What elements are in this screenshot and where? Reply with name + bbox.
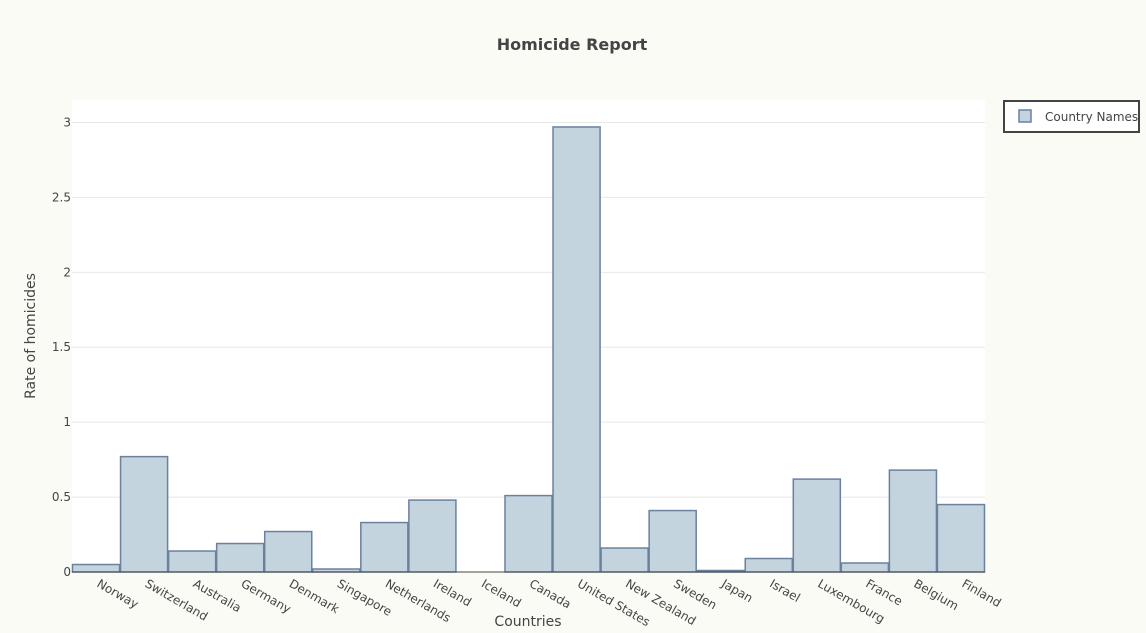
x-tick-label: Canada [527,576,574,611]
bar-israel[interactable] [744,557,794,573]
gridlines [72,121,985,498]
legend-swatch[interactable] [1018,109,1032,123]
bar-canada[interactable] [504,494,553,573]
x-axis-title: Countries [494,614,561,630]
bar-france[interactable] [840,562,890,573]
x-tick-label: Denmark [287,576,342,616]
bar-ireland[interactable] [408,499,457,573]
y-tick-label: 0 [63,565,71,579]
y-axis-ticks: 0 0.5 1 1.5 2 2.5 3 [52,115,71,579]
bars[interactable] [71,126,986,573]
y-tick-label: 0.5 [52,490,71,504]
y-tick-label: 3 [63,115,71,129]
bar-netherlands[interactable] [360,521,409,573]
y-tick-label: 2.5 [52,190,71,204]
x-tick-label: Iceland [479,576,524,610]
bar-germany[interactable] [215,542,265,573]
chart-title: Homicide Report [497,35,648,54]
y-tick-label: 1 [63,415,71,429]
bar-australia[interactable] [167,550,217,573]
y-tick-label: 2 [63,265,71,279]
legend-label[interactable]: Country Names [1045,110,1138,124]
y-axis-title: Rate of homicides [23,273,39,399]
x-tick-label: Norway [95,576,141,611]
bar-switzerland[interactable] [119,455,169,573]
x-tick-label: Israel [767,576,802,605]
x-tick-label: Finland [959,576,1003,610]
bar-denmark[interactable] [263,530,313,573]
x-tick-label: Germany [239,576,294,616]
bar-united-states[interactable] [552,126,601,573]
bar-luxembourg[interactable] [792,478,842,573]
bar-norway[interactable] [71,563,121,573]
bar-belgium[interactable] [888,469,938,573]
x-tick-label: Belgium [911,576,961,613]
y-tick-label: 1.5 [52,340,71,354]
bar-new-zealand[interactable] [600,547,649,573]
x-tick-label: Japan [718,576,755,605]
bar-finland[interactable] [936,503,986,573]
legend[interactable]: Country Names [1003,100,1140,133]
bar-sweden[interactable] [648,509,697,573]
